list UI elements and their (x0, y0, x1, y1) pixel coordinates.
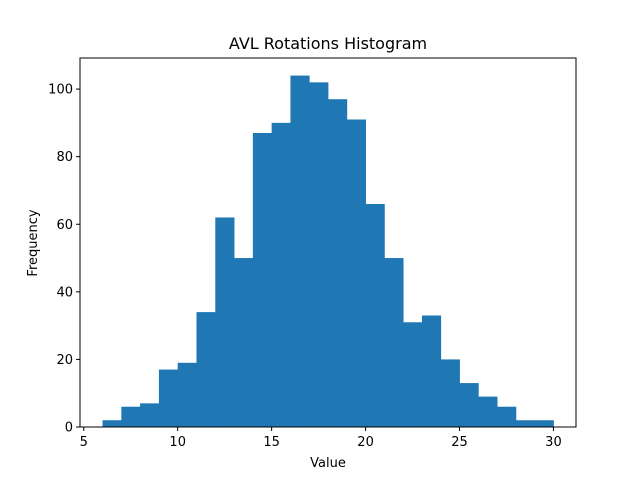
histogram-bar (177, 362, 197, 427)
histogram-bar (365, 203, 385, 427)
y-tick-label: 40 (56, 285, 73, 300)
histogram-bar (290, 75, 310, 428)
x-tick-label: 20 (357, 435, 374, 450)
histogram-bar (515, 420, 536, 427)
histogram-bar (384, 258, 404, 427)
x-tick-label: 5 (80, 435, 88, 450)
histogram-bar (346, 119, 366, 427)
plot-frame (79, 57, 577, 428)
histogram-bar (478, 396, 498, 427)
histogram-bar (121, 406, 141, 427)
chart-title: AVL Rotations Histogram (229, 34, 427, 53)
histogram-bar (271, 122, 291, 427)
histogram-bar (459, 383, 479, 427)
histogram-bar (215, 217, 235, 427)
histogram-bar (403, 322, 423, 427)
y-axis-ticks: 0 20 40 60 80 100 (48, 83, 80, 436)
x-tick-label: 25 (451, 435, 468, 450)
y-tick-label: 100 (48, 83, 73, 98)
histogram-bar (497, 406, 517, 427)
y-tick-label: 0 (65, 421, 73, 436)
histogram-bar (102, 420, 122, 427)
histogram-bar (440, 359, 460, 427)
x-tick-label: 10 (169, 435, 186, 450)
x-axis-label: Value (310, 456, 346, 471)
x-tick-label: 30 (545, 435, 562, 450)
histogram-bar (252, 133, 273, 427)
y-tick-label: 20 (56, 353, 73, 368)
histogram-bar (158, 369, 179, 427)
y-tick-label: 60 (56, 218, 73, 233)
y-tick-label: 80 (56, 150, 73, 165)
histogram-bar (328, 99, 348, 427)
x-axis-ticks: 5 10 15 20 25 30 (80, 427, 562, 450)
histogram-bar (234, 258, 254, 427)
histogram-bar (534, 420, 554, 427)
histogram-bar (421, 315, 442, 427)
bars-group (102, 75, 554, 428)
histogram-bar (196, 312, 216, 427)
histogram-bar (140, 403, 160, 427)
histogram-bar (309, 82, 329, 427)
x-tick-label: 15 (263, 435, 280, 450)
y-axis-label: Frequency (26, 209, 41, 276)
